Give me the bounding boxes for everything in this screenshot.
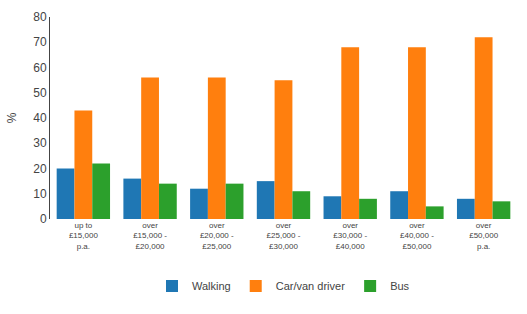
svg-text:60: 60 — [33, 61, 47, 75]
svg-text:0: 0 — [40, 212, 47, 226]
svg-text:over£40,000 -£50,000: over£40,000 -£50,000 — [400, 221, 434, 251]
svg-text:up to£15,000p.a.: up to£15,000p.a. — [69, 221, 98, 251]
svg-text:70: 70 — [33, 35, 47, 49]
svg-text:Car/van driver: Car/van driver — [276, 280, 345, 292]
svg-text:over£20,000 -£25,000: over£20,000 -£25,000 — [200, 221, 234, 251]
svg-text:over£30,000 -£40,000: over£30,000 -£40,000 — [333, 221, 367, 251]
svg-text:over£50,000p.a.: over£50,000p.a. — [469, 221, 498, 251]
svg-text:10: 10 — [33, 187, 47, 201]
svg-text:50: 50 — [33, 86, 47, 100]
svg-text:30: 30 — [33, 136, 47, 150]
svg-text:%: % — [5, 112, 19, 123]
svg-text:40: 40 — [33, 111, 47, 125]
svg-text:over£25,000 -£30,000: over£25,000 -£30,000 — [267, 221, 301, 251]
svg-text:20: 20 — [33, 162, 47, 176]
svg-text:over£15,000 -£20,000: over£15,000 -£20,000 — [133, 221, 167, 251]
svg-text:Bus: Bus — [390, 280, 409, 292]
svg-text:Walking: Walking — [192, 280, 231, 292]
svg-text:80: 80 — [33, 10, 47, 24]
